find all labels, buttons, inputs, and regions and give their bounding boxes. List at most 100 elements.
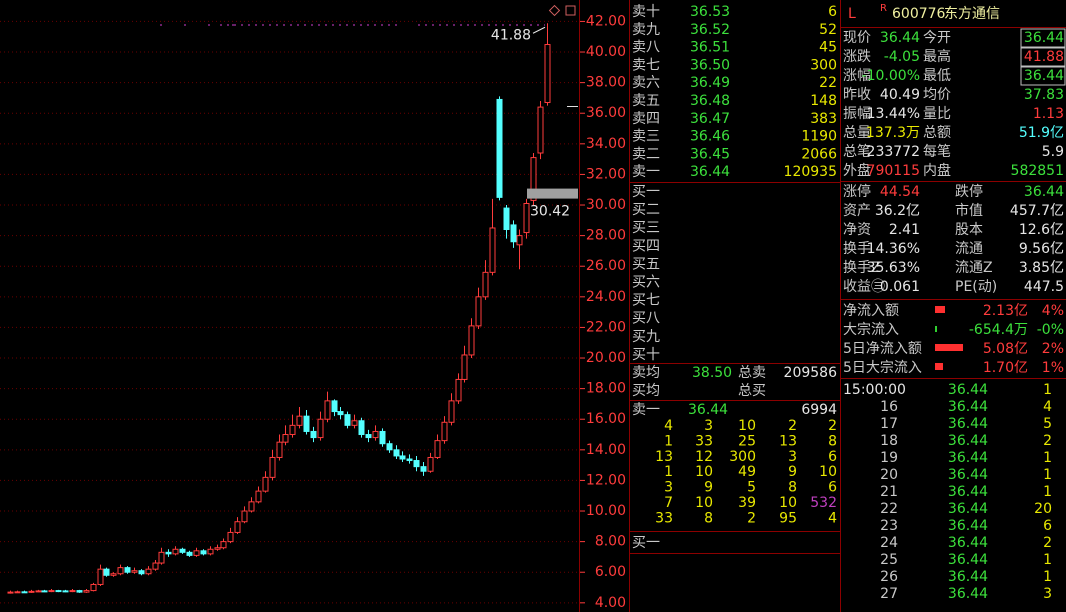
- candle-body: [461, 354, 468, 380]
- queue-volume: 2: [788, 418, 797, 434]
- bid-label: 买一: [632, 184, 660, 200]
- ask-label: 卖七: [632, 57, 660, 73]
- tick-volume: 5: [1043, 416, 1052, 432]
- quote-value: 1.13: [1033, 106, 1064, 122]
- quote-label: 昨收: [843, 87, 871, 103]
- ask-price: 36.51: [690, 40, 730, 56]
- queue-volume: 6: [828, 480, 837, 496]
- quote-label: 均价: [923, 87, 951, 103]
- icon-diamond[interactable]: [548, 4, 561, 17]
- candle-body: [158, 551, 165, 564]
- tick-volume: 1: [1043, 552, 1052, 568]
- fundamental-label: 涨停: [843, 183, 871, 200]
- fundamental-value: 2.41: [889, 222, 920, 238]
- ask-label: 卖一: [632, 164, 660, 180]
- quote-value: -10.00%: [862, 68, 920, 84]
- tick-time: 20: [880, 467, 898, 483]
- candle-body: [234, 521, 241, 533]
- bid-label: 买三: [632, 220, 660, 236]
- fundamental-value: 35.63%: [867, 260, 920, 276]
- queue-volume: 300: [729, 449, 756, 465]
- flow-bar: [935, 344, 963, 351]
- quote-value: 582851: [1011, 163, 1064, 179]
- candle-body: [62, 590, 69, 593]
- candle-body: [406, 458, 413, 462]
- tick-price: 36.44: [948, 552, 988, 568]
- value-box: [1020, 47, 1066, 67]
- queue-volume: 95: [779, 510, 797, 526]
- tick-price: 36.44: [948, 535, 988, 551]
- annotation: 30.42: [530, 204, 570, 220]
- ask-label: 卖十: [632, 4, 660, 20]
- candle-body: [468, 325, 475, 356]
- fundamental-label: 收益㊂: [843, 279, 885, 295]
- candle-body: [324, 400, 331, 420]
- candle-body: [537, 106, 544, 154]
- candle-body: [448, 400, 455, 423]
- candle-body: [172, 548, 179, 555]
- stock-code: 600776: [892, 6, 946, 22]
- queue-volume: 10: [695, 495, 713, 511]
- fundamental-value: 447.5: [1024, 279, 1064, 295]
- tick-volume: 2: [1043, 433, 1052, 449]
- y-tick-label: 22.00: [586, 319, 626, 335]
- tick-time: 16: [880, 399, 898, 415]
- candle-body: [516, 235, 523, 246]
- candle-body: [420, 466, 427, 472]
- fundamental-value: 14.36%: [867, 241, 920, 257]
- quote-value: 233772: [867, 144, 920, 160]
- ask-volume: 6: [828, 4, 837, 20]
- tick-time: 19: [880, 450, 898, 466]
- ask-volume: 1190: [801, 129, 837, 145]
- icon-square[interactable]: [565, 5, 576, 16]
- flow-bar: [935, 363, 943, 370]
- queue-volume: 25: [738, 433, 756, 449]
- candle-body: [496, 98, 503, 198]
- bid-label: 买二: [632, 202, 660, 218]
- tick-price: 36.44: [948, 484, 988, 500]
- fundamental-label: 股本: [955, 222, 983, 238]
- candle-body: [117, 567, 124, 575]
- y-tick-label: 26.00: [586, 258, 626, 274]
- candle-body: [255, 490, 262, 503]
- quote-value: 40.49: [880, 87, 920, 103]
- y-tick-label: 4.00: [595, 595, 626, 611]
- candle-body: [220, 541, 227, 549]
- candle-body: [248, 501, 255, 512]
- y-tick-label: 38.00: [586, 75, 626, 91]
- tick-time: 17: [880, 416, 898, 432]
- queue-volume: 33: [695, 433, 713, 449]
- quote-label: 最低: [923, 68, 951, 84]
- y-tick-label: 42.00: [586, 13, 626, 29]
- candle-body: [131, 570, 138, 573]
- ask-label: 卖九: [632, 22, 660, 38]
- flow-percent: -0%: [1037, 322, 1064, 338]
- fundamental-value: 9.56亿: [1019, 241, 1064, 257]
- tick-time: 21: [880, 484, 898, 500]
- tick-volume: 1: [1043, 569, 1052, 585]
- y-tick-label: 8.00: [595, 534, 626, 550]
- candle-body: [207, 548, 214, 555]
- queue-volume: 2: [828, 418, 837, 434]
- queue-volume: 9: [704, 480, 713, 496]
- flow-percent: 2%: [1042, 341, 1064, 357]
- tick-price: 36.44: [948, 399, 988, 415]
- candle-body: [296, 415, 303, 426]
- tick-time: 22: [880, 501, 898, 517]
- best-bid-label: 买一: [632, 535, 660, 551]
- ask-price: 36.48: [690, 93, 730, 109]
- ask-price: 36.49: [690, 75, 730, 91]
- value-box: [1020, 66, 1066, 86]
- ask-price: 36.45: [690, 146, 730, 162]
- tick-price: 36.44: [948, 416, 988, 432]
- ask-price: 36.52: [690, 22, 730, 38]
- fundamental-value: 44.54: [880, 184, 920, 200]
- queue-volume: 10: [819, 464, 837, 480]
- quote-label: 现价: [843, 30, 871, 46]
- tick-price: 36.44: [948, 501, 988, 517]
- candle-body: [310, 430, 317, 439]
- quote-value: 36.44: [880, 30, 920, 46]
- fundamental-label: 净资: [843, 222, 871, 238]
